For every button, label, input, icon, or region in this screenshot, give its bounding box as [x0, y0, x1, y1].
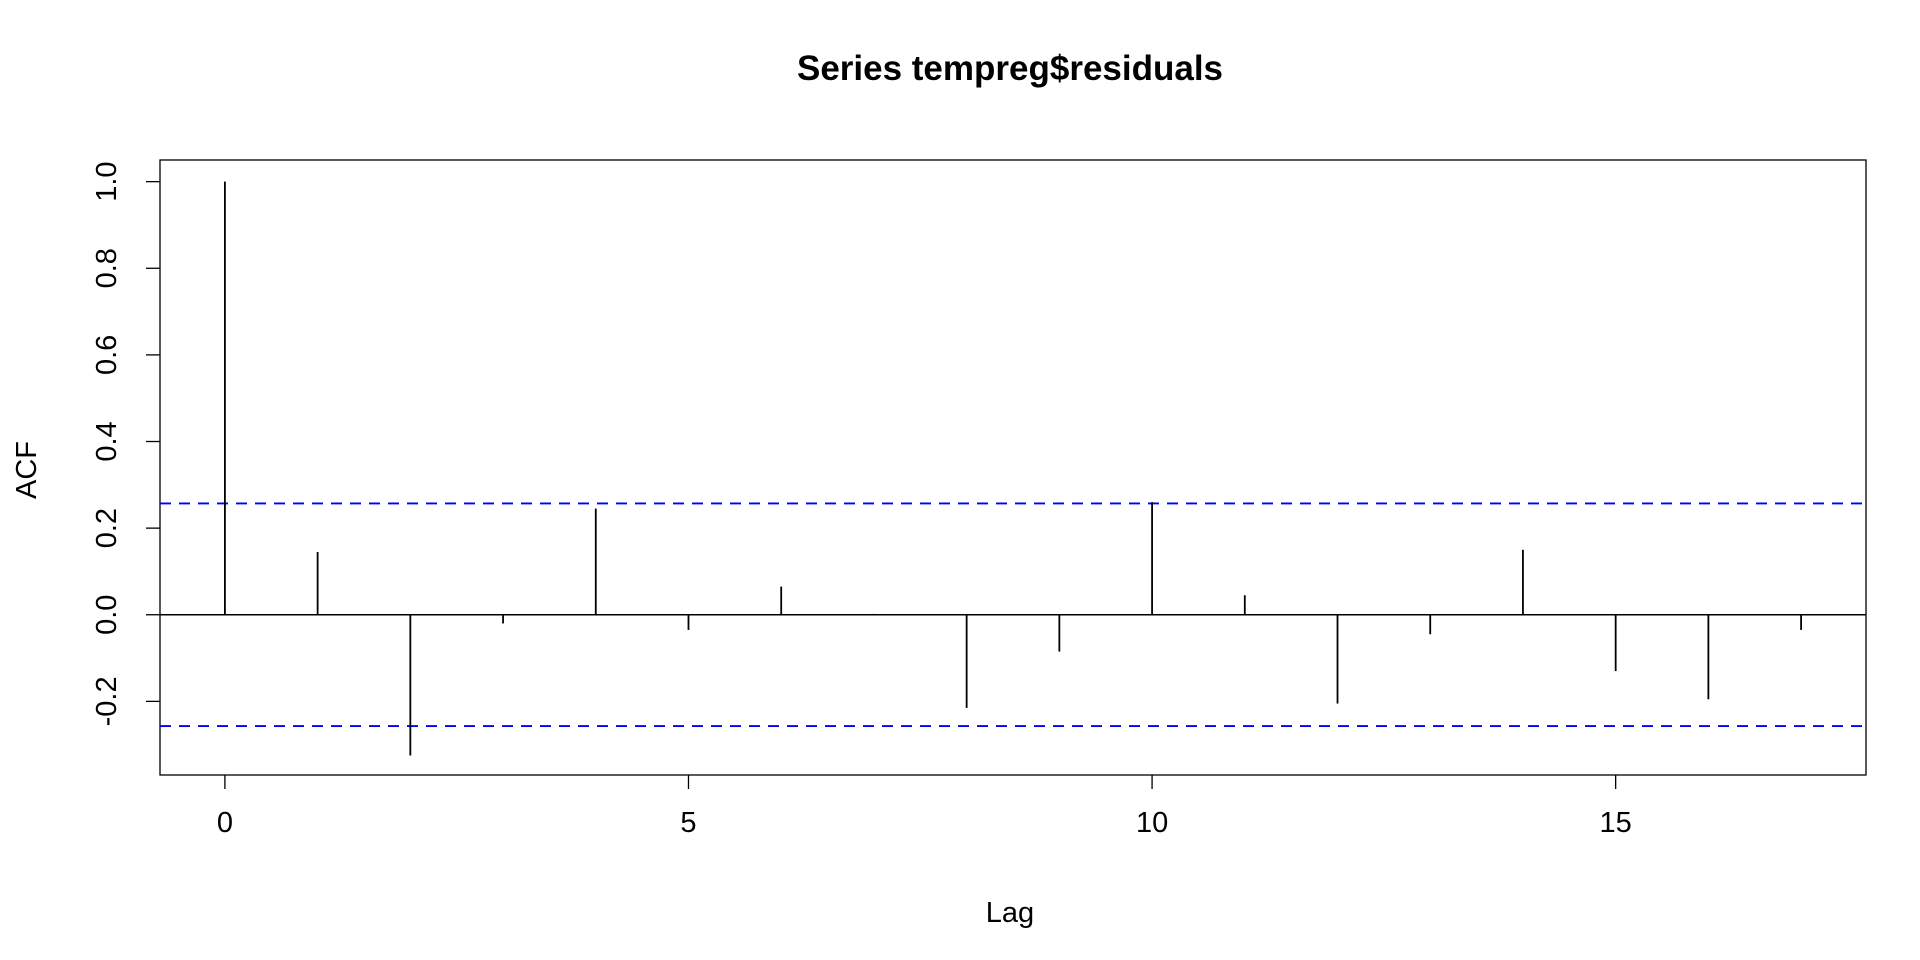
y-tick-label: 0.4 — [91, 421, 123, 461]
y-tick-label: 0.6 — [91, 335, 123, 375]
plot-area: 0 5 10 15 -0.2 0.0 0.2 0.4 0.6 0.8 1.0 — [91, 159, 1867, 839]
y-tick-label: 0.0 — [91, 595, 123, 635]
y-axis-title: ACF — [11, 441, 43, 499]
plot-frame — [159, 159, 1867, 776]
x-tick-label: 10 — [1136, 807, 1168, 839]
x-tick-label: 15 — [1600, 807, 1632, 839]
x-axis-title: Lag — [986, 897, 1034, 929]
y-tick-label: 0.8 — [91, 248, 123, 288]
y-tick-label: 0.2 — [91, 508, 123, 548]
y-tick-label: 1.0 — [91, 161, 123, 201]
chart-title: Series tempreg$residuals — [797, 49, 1223, 88]
y-tick-label: -0.2 — [91, 676, 123, 726]
x-tick-label: 0 — [217, 807, 233, 839]
x-tick-label: 5 — [680, 807, 696, 839]
